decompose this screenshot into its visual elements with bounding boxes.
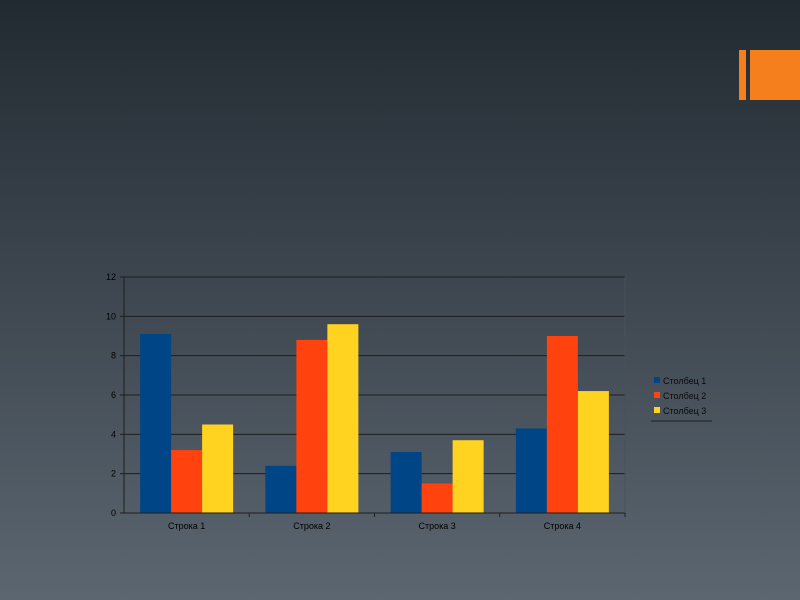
y-tick-label: 12: [106, 272, 116, 282]
legend-label: Столбец 1: [663, 376, 706, 386]
y-tick-label: 0: [111, 508, 116, 518]
bar: [140, 334, 172, 513]
bars: [140, 324, 609, 513]
bar: [577, 391, 609, 513]
y-tick-label: 2: [111, 469, 116, 479]
y-tick-label: 6: [111, 390, 116, 400]
legend-label: Столбец 2: [663, 391, 706, 401]
x-tick-label: Строка 2: [293, 521, 330, 531]
x-tick-label: Строка 4: [544, 521, 581, 531]
y-tick-label: 8: [111, 351, 116, 361]
legend-swatch: [654, 392, 660, 398]
legend-label: Столбец 3: [663, 406, 706, 416]
bar: [327, 324, 359, 513]
y-tick-label: 4: [111, 429, 116, 439]
bar: [546, 336, 578, 513]
y-tick-label: 10: [106, 311, 116, 321]
x-tick-label: Строка 1: [168, 521, 205, 531]
legend: Столбец 1 Столбец 2 Столбец 3: [651, 376, 712, 422]
axes: 0 2 4 6 8 10 12 Строка 1 Строка 2 Строка 3 Строка …: [106, 272, 626, 531]
bar: [265, 465, 297, 513]
x-tick-label: Строка 3: [418, 521, 455, 531]
bar: [390, 452, 422, 513]
bar: [296, 339, 328, 513]
legend-swatch: [654, 407, 660, 413]
bar: [421, 483, 453, 513]
slide-accent-block: [750, 50, 800, 100]
bar: [202, 424, 234, 513]
bar: [515, 428, 547, 513]
legend-swatch: [654, 377, 660, 383]
bar: [171, 450, 203, 513]
bar: [452, 440, 484, 513]
slide-accent-bar: [739, 50, 746, 100]
